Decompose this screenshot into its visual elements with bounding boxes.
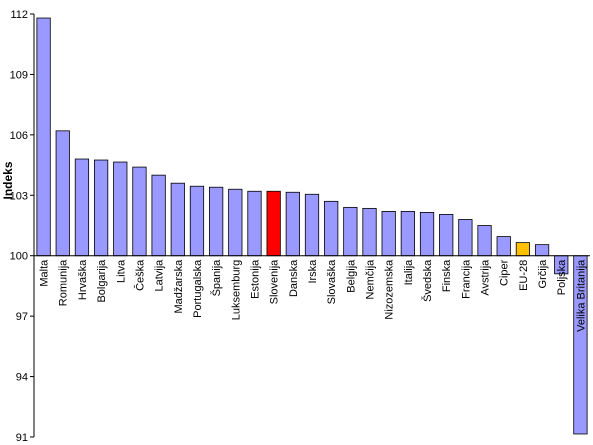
category-label: Litva <box>115 259 127 283</box>
category-label: EU-28 <box>518 260 530 291</box>
bar <box>93 159 109 257</box>
y-tick-label: 103 <box>10 190 28 202</box>
category-label: Estonija <box>249 259 261 299</box>
category-label: Velika Britanija <box>575 259 587 332</box>
bar <box>151 174 166 257</box>
bar <box>477 225 492 257</box>
category-label: Luksemburg <box>230 260 242 321</box>
category-label: Slovaška <box>326 259 338 305</box>
bar <box>285 191 300 257</box>
y-tick-label: 100 <box>10 251 28 263</box>
bar <box>209 186 224 257</box>
bar <box>458 219 473 257</box>
category-label: Finska <box>441 259 453 292</box>
bar <box>381 210 396 257</box>
category-label: Italija <box>403 259 415 286</box>
bar <box>113 161 128 257</box>
y-tick-label: 106 <box>10 130 28 142</box>
category-label: Danska <box>288 259 300 297</box>
bar <box>132 166 147 257</box>
bar <box>228 188 243 257</box>
category-label: Irska <box>307 259 319 284</box>
y-tick-label: 91 <box>16 432 28 444</box>
y-tick-label: 94 <box>16 372 28 384</box>
category-label: Hrvaška <box>77 259 89 300</box>
category-label: Francija <box>460 259 472 299</box>
bar <box>36 17 51 257</box>
category-label: Grčija <box>537 259 549 289</box>
y-tick-label: 109 <box>10 69 28 81</box>
category-label: Avstrija <box>480 259 492 296</box>
category-label: Belgija <box>345 259 357 293</box>
bar <box>343 206 358 257</box>
category-label: Portugalska <box>192 259 204 318</box>
category-label: Malta <box>39 259 51 287</box>
category-label: Poljska <box>556 259 568 295</box>
bar <box>324 200 339 257</box>
bar <box>534 244 550 257</box>
y-axis-title: Indeks <box>1 161 15 199</box>
bar <box>419 212 435 257</box>
bar <box>170 182 185 257</box>
category-label: Španija <box>210 259 223 297</box>
category-label: Bolgarija <box>96 259 108 303</box>
bar <box>515 242 531 257</box>
bar <box>304 193 320 257</box>
category-label: Madžarska <box>173 259 185 314</box>
bar <box>74 158 90 257</box>
category-label: Latvija <box>154 259 166 292</box>
bar <box>496 236 511 257</box>
category-label: Ciper <box>499 259 511 286</box>
bar <box>439 214 454 257</box>
bar <box>400 210 415 257</box>
bar <box>189 185 205 257</box>
bar <box>362 207 377 257</box>
category-label: Romunija <box>58 259 70 306</box>
category-label: Nizozemska <box>384 259 396 320</box>
category-label: Češka <box>133 259 146 291</box>
bar <box>55 130 70 257</box>
bars <box>36 17 588 435</box>
y-tick-label: 112 <box>10 9 28 21</box>
category-label: Slovenija <box>269 259 281 305</box>
y-tick-label: 97 <box>16 311 28 323</box>
category-labels: Malta Romunija Hrvaška Bolgarija Litva Češka L… <box>39 259 588 332</box>
y-axis: 91 94 97 100 103 106 109 112 <box>10 9 34 444</box>
category-label: Nemčija <box>365 259 377 300</box>
bar <box>247 190 262 257</box>
category-label: Švedska <box>421 259 434 302</box>
bar <box>266 190 281 257</box>
